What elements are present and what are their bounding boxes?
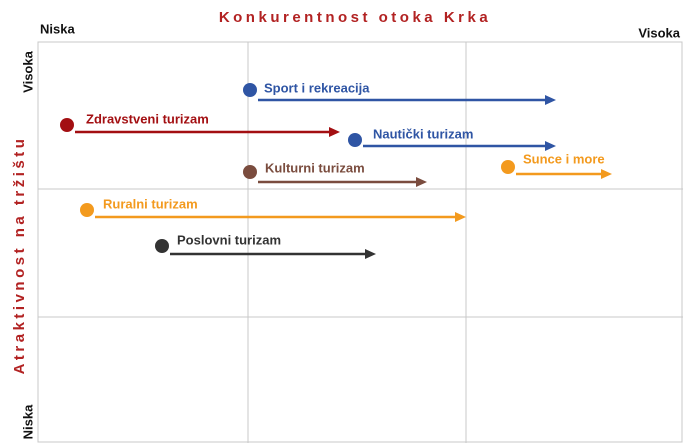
dot <box>501 160 515 174</box>
dot <box>243 165 257 179</box>
dot <box>155 239 169 253</box>
arrow-head <box>601 169 612 179</box>
x-low: Niska <box>40 21 75 36</box>
y-low: Niska <box>20 404 35 439</box>
y-label: Atraktivnost na tržištu <box>11 136 28 375</box>
arrow-head <box>545 141 556 151</box>
item-label: Sport i rekreacija <box>264 80 370 95</box>
dot <box>348 133 362 147</box>
y-high: Visoka <box>20 50 35 92</box>
arrow-head <box>329 127 340 137</box>
item-label: Kulturni turizam <box>265 160 365 175</box>
arrow-head <box>365 249 376 259</box>
item-label: Ruralni turizam <box>103 196 198 211</box>
dot <box>243 83 257 97</box>
title: Konkurentnost otoka Krka <box>219 9 491 26</box>
arrow-head <box>455 212 466 222</box>
item-label: Poslovni turizam <box>177 232 281 247</box>
x-high: Visoka <box>638 25 680 40</box>
item-label: Nautički turizam <box>373 126 473 141</box>
dot <box>60 118 74 132</box>
item-label: Zdravstveni turizam <box>86 111 209 126</box>
arrow-head <box>416 177 427 187</box>
dot <box>80 203 94 217</box>
item-label: Sunce i more <box>523 151 605 166</box>
arrow-head <box>545 95 556 105</box>
frame <box>37 41 683 443</box>
